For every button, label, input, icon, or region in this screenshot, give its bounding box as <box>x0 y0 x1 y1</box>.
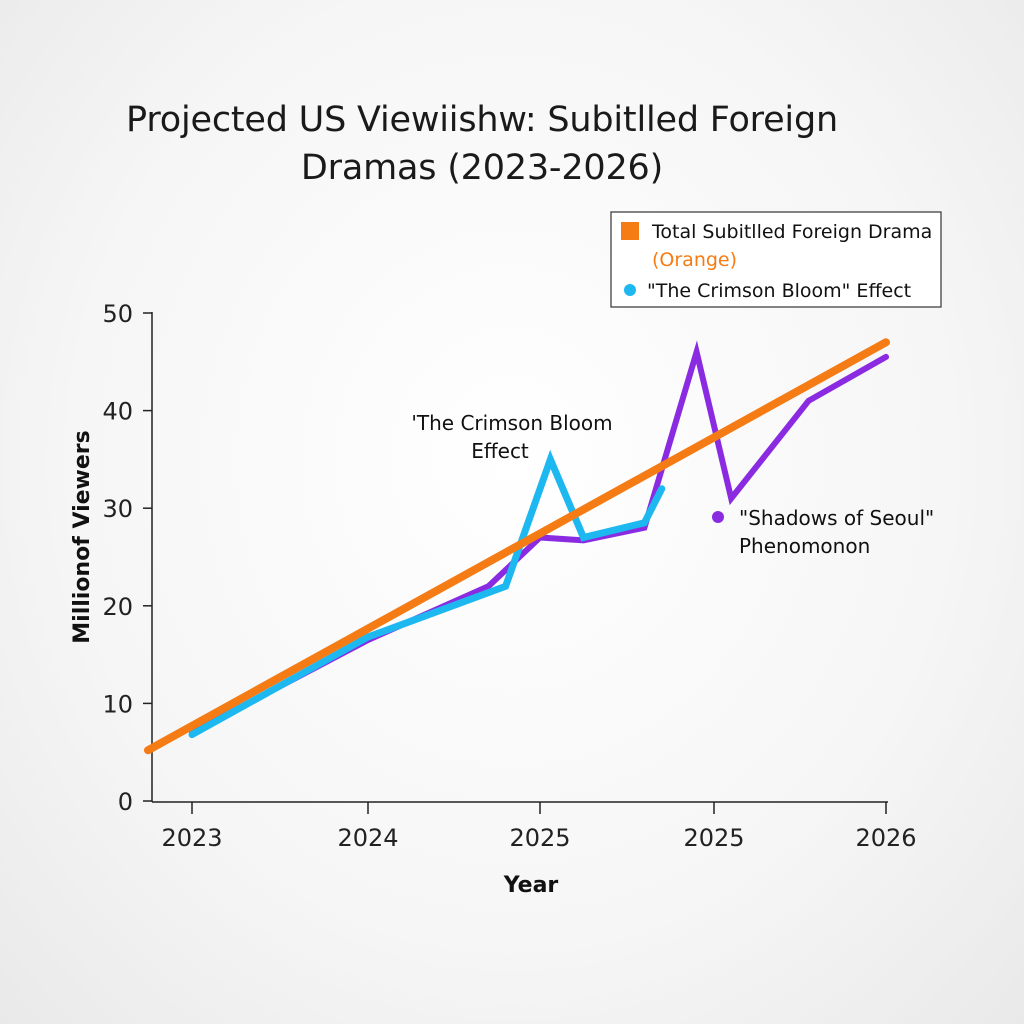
legend-box <box>610 211 942 308</box>
x-axis-label: Year <box>503 873 559 898</box>
legend-label-total-suffix: (Orange) <box>652 249 737 271</box>
series-line-crimson-bloom-blue <box>188 449 666 739</box>
y-axis-label: Millionof Viewers <box>70 430 95 643</box>
x-tick-label: 2023 <box>161 824 222 852</box>
y-tick-label: 40 <box>102 398 133 426</box>
chart-title-line-2: Dramas (2023-2026) <box>300 148 664 188</box>
x-tick-label: 2025 <box>683 824 744 852</box>
annotation-shadows-line-1: "Shadows of Seoul" <box>739 506 934 530</box>
legend-label-total: Total Subitlled Foreign Drama <box>651 221 932 243</box>
annotation-shadows-marker <box>712 511 724 523</box>
y-tick-label: 10 <box>102 690 133 718</box>
x-tick-label: 2024 <box>337 824 398 852</box>
legend-swatch-blue <box>624 284 636 296</box>
legend: Total Subitlled Foreign Drama (Orange) "… <box>610 211 942 308</box>
series-line-total-orange <box>144 338 890 755</box>
x-tick-label: 2026 <box>855 824 916 852</box>
annotation-shadows-line-2: Phenomonon <box>739 534 870 558</box>
chart-title-line-1: Projected US Viewiishw: Subitlled Foreig… <box>126 100 838 140</box>
y-tick-label: 20 <box>102 593 133 621</box>
y-tick-label: 0 <box>118 788 133 816</box>
annotation-crimson-bloom-line-1: 'The Crimson Bloom <box>411 411 612 435</box>
legend-swatch-orange <box>621 222 639 240</box>
annotation-crimson-bloom-line-2: Effect <box>471 439 529 463</box>
y-tick-label: 30 <box>102 495 133 523</box>
y-tick-label: 50 <box>102 300 133 328</box>
x-tick-label: 2025 <box>509 824 570 852</box>
legend-label-crimson: "The Crimson Bloom" Effect <box>647 280 911 302</box>
